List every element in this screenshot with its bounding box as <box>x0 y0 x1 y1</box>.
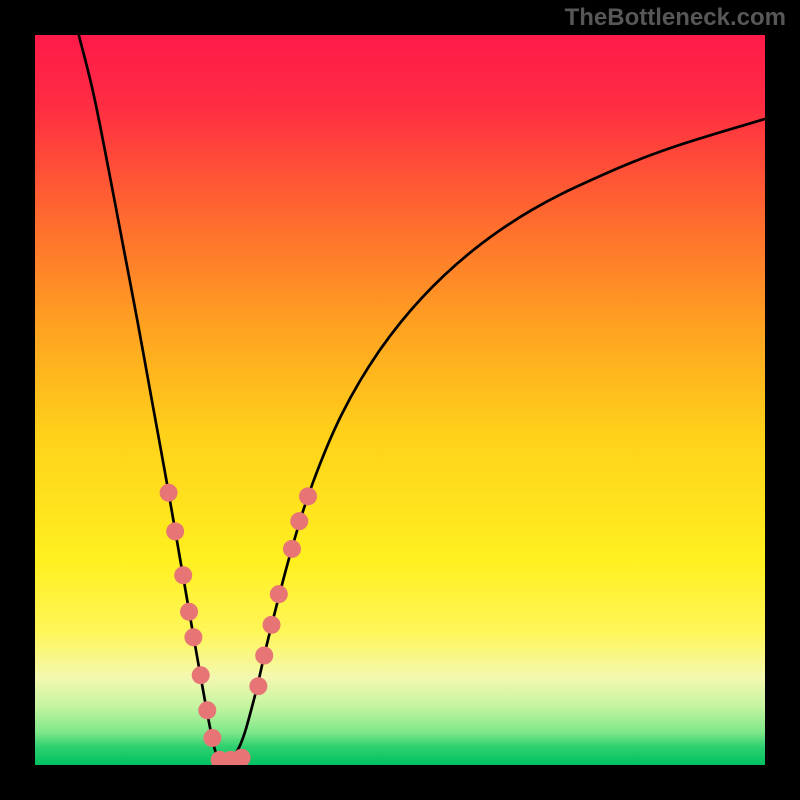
data-marker <box>192 666 210 684</box>
data-marker <box>184 628 202 646</box>
data-marker <box>270 585 288 603</box>
data-marker <box>203 729 221 747</box>
chart-svg <box>0 0 800 800</box>
data-marker <box>263 616 281 634</box>
data-marker <box>283 540 301 558</box>
data-marker <box>249 677 267 695</box>
data-marker <box>198 701 216 719</box>
data-marker <box>233 749 251 767</box>
watermark-text: TheBottleneck.com <box>565 4 786 32</box>
data-marker <box>290 512 308 530</box>
data-marker <box>160 484 178 502</box>
data-marker <box>166 522 184 540</box>
data-marker <box>255 647 273 665</box>
plot-background <box>35 35 765 765</box>
data-marker <box>174 566 192 584</box>
data-marker <box>180 603 198 621</box>
chart-stage: TheBottleneck.com <box>0 0 800 800</box>
data-marker <box>299 487 317 505</box>
